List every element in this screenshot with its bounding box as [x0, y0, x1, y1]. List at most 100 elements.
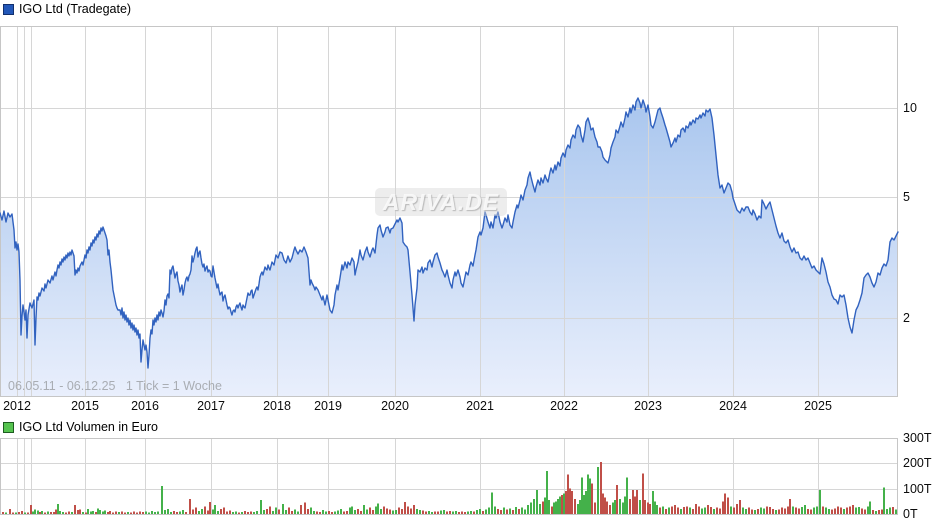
- volume-bar: [74, 505, 76, 514]
- volume-bar: [654, 501, 656, 514]
- volume-bar: [583, 495, 585, 514]
- volume-bar: [241, 511, 243, 514]
- volume-bar: [455, 511, 457, 514]
- volume-bar: [649, 503, 651, 514]
- volume-bar: [164, 510, 166, 514]
- volume-bar: [559, 496, 561, 514]
- volume-bar: [148, 512, 150, 514]
- volume-plot-border: [0, 438, 898, 515]
- volume-series-legend: IGO Ltd Volumen in Euro: [3, 420, 158, 434]
- volume-bar: [629, 498, 631, 514]
- price-series-label: IGO Ltd (Tradegate): [19, 2, 132, 16]
- volume-bar: [639, 500, 641, 514]
- volume-bar: [154, 512, 156, 514]
- volume-bar: [707, 505, 709, 514]
- volume-bar: [294, 509, 296, 514]
- volume-bar: [831, 509, 833, 514]
- volume-bar: [97, 508, 99, 514]
- x-axis-year-label: 2018: [263, 399, 291, 413]
- volume-bar: [349, 507, 351, 514]
- volume-bar: [677, 507, 679, 514]
- volume-bar: [21, 510, 23, 514]
- volume-bar: [787, 506, 789, 514]
- volume-bar: [297, 511, 299, 514]
- volume-bar: [458, 511, 460, 514]
- volume-bar: [895, 509, 897, 514]
- volume-bar: [343, 511, 345, 514]
- volume-bar: [858, 506, 860, 514]
- volume-bar: [524, 509, 526, 514]
- volume-bar: [37, 510, 39, 514]
- volume-bar: [389, 509, 391, 514]
- volume-bar: [485, 509, 487, 514]
- volume-bar: [235, 511, 237, 514]
- volume-bar: [214, 505, 216, 514]
- volume-bar: [632, 489, 634, 514]
- volume-bar: [614, 500, 616, 514]
- volume-bar: [90, 511, 92, 514]
- volume-bar: [220, 508, 222, 514]
- volume-bar: [561, 495, 563, 514]
- volume-bar: [142, 512, 144, 514]
- volume-bar: [337, 510, 339, 514]
- volume-bar: [521, 507, 523, 514]
- volume-bar: [861, 508, 863, 514]
- x-axis-year-label: 2020: [381, 399, 409, 413]
- volume-bar: [232, 511, 234, 514]
- volume-bar: [331, 512, 333, 514]
- volume-bar: [62, 511, 64, 514]
- volume-bar: [161, 486, 163, 514]
- volume-bar: [574, 498, 576, 514]
- volume-bar: [652, 491, 654, 514]
- volume-bar: [869, 501, 871, 514]
- volume-bar: [12, 512, 14, 514]
- volume-bar: [536, 489, 538, 514]
- volume-bar: [87, 508, 89, 514]
- volume-bar: [127, 511, 129, 514]
- volume-bar: [662, 506, 664, 514]
- volume-bar: [307, 508, 309, 514]
- volume-bar: [497, 508, 499, 514]
- volume-bar: [713, 508, 715, 514]
- volume-bar: [539, 503, 541, 514]
- volume-bar: [55, 509, 57, 514]
- volume-bar: [792, 506, 794, 514]
- volume-bar: [772, 508, 774, 514]
- volume-bar: [881, 509, 883, 514]
- volume-bar: [751, 509, 753, 514]
- volume-bar: [325, 511, 327, 514]
- volume-bar: [491, 492, 493, 514]
- volume-bar: [53, 511, 55, 514]
- volume-bar: [616, 484, 618, 514]
- volume-bar: [587, 474, 589, 514]
- volume-bar: [372, 510, 374, 514]
- volume-bar: [44, 512, 46, 514]
- volume-bar: [366, 509, 368, 514]
- x-axis-year-label: 2022: [550, 399, 578, 413]
- volume-bar: [107, 511, 109, 514]
- volume-bar: [464, 512, 466, 514]
- volume-bar: [328, 510, 330, 514]
- volume-bar: [192, 509, 194, 514]
- volume-bar: [555, 501, 557, 514]
- volume-bar: [250, 511, 252, 514]
- volume-bar: [766, 506, 768, 514]
- volume-bar: [79, 509, 81, 514]
- volume-bar: [754, 510, 756, 514]
- volume-bar: [626, 477, 628, 514]
- volume-bar: [659, 507, 661, 514]
- volume-bar: [602, 493, 604, 514]
- volume-bar: [82, 511, 84, 514]
- volume-bar: [473, 511, 475, 514]
- volume-bar: [727, 497, 729, 514]
- volume-bar: [24, 512, 26, 514]
- volume-bar: [742, 507, 744, 514]
- volume-bar: [733, 507, 735, 514]
- volume-bar: [275, 507, 277, 514]
- volume-bar: [716, 507, 718, 514]
- volume-bar: [300, 505, 302, 514]
- volume-bar: [354, 510, 356, 514]
- volume-bar: [585, 491, 587, 514]
- volume-bar: [401, 508, 403, 514]
- volume-bar: [695, 503, 697, 514]
